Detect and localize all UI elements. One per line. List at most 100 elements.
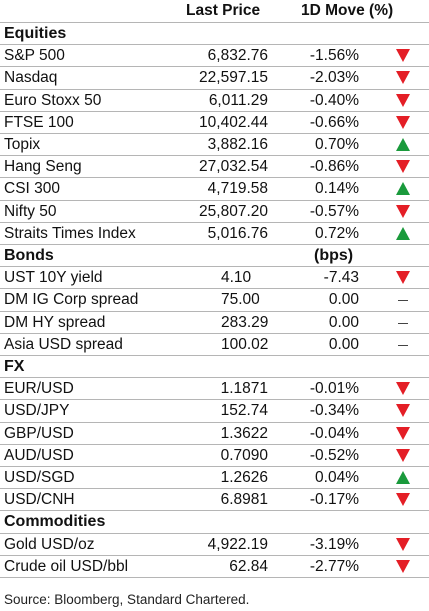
last-price: 25,807.20: [199, 202, 268, 220]
row-divider: [0, 466, 429, 467]
table-row: USD/CNH 6.8981 -0.17%: [0, 488, 429, 510]
green-up-triangle-icon: [396, 138, 412, 152]
daily-move: -7.43: [323, 269, 359, 287]
last-price: 4.10: [221, 269, 252, 287]
row-divider: [0, 288, 429, 290]
daily-move: -0.66%: [309, 113, 359, 131]
row-divider: [0, 155, 429, 157]
table-row: S&P 500 6,832.76 -1.56%: [0, 44, 429, 66]
section-header: FX: [0, 355, 429, 377]
daily-move: -0.40%: [309, 91, 359, 109]
green-up-triangle-icon: [396, 471, 412, 485]
last-price: 152.74: [220, 402, 268, 420]
red-down-triangle-icon: [396, 204, 412, 219]
daily-move: 0.70%: [315, 136, 359, 153]
last-price: 6,011.29: [208, 91, 268, 109]
row-divider: [0, 244, 429, 245]
instrument-name: USD/JPY: [4, 402, 70, 420]
daily-move: 0.04%: [315, 469, 359, 486]
last-price: 1.1871: [220, 380, 268, 398]
instrument-name: Nifty 50: [4, 202, 57, 220]
instrument-name: Topix: [4, 136, 41, 153]
flat-dash-icon: [396, 316, 412, 330]
red-down-triangle-icon: [396, 426, 412, 441]
table-row: Topix 3,882.16 0.70%: [0, 133, 429, 155]
daily-move: -0.57%: [309, 202, 359, 220]
table-row: Asia USD spread 100.02 0.00: [0, 333, 429, 355]
last-price: 1.2626: [220, 469, 268, 486]
row-divider: [0, 221, 429, 223]
red-down-triangle-icon: [396, 382, 412, 396]
section-title: Equities: [4, 25, 67, 42]
red-down-triangle-icon: [396, 537, 412, 552]
section-header: Commodities: [0, 510, 429, 532]
daily-move: -1.56%: [309, 47, 359, 65]
last-price: 0.7090: [220, 446, 268, 464]
daily-move: -2.03%: [309, 69, 359, 87]
table-row: Crude oil USD/bbl 62.84 -2.77%: [0, 555, 429, 577]
instrument-name: CSI 300: [4, 180, 61, 198]
section-header: Bonds (bps): [0, 244, 429, 266]
instrument-name: DM IG Corp spread: [4, 291, 139, 309]
instrument-name: Asia USD spread: [4, 335, 123, 353]
daily-move: 0.00: [328, 313, 359, 331]
header-1d-move: 1D Move (%): [301, 2, 394, 19]
daily-move: 0.14%: [315, 180, 359, 198]
table-row: GBP/USD 1.3622 -0.04%: [0, 422, 429, 444]
red-down-triangle-icon: [396, 49, 412, 63]
row-divider: [0, 133, 429, 134]
row-divider: [0, 110, 429, 112]
daily-move: -3.19%: [309, 535, 359, 553]
red-down-triangle-icon: [396, 271, 412, 285]
flat-dash-icon: [396, 293, 412, 307]
last-price: 6.8981: [220, 491, 268, 509]
red-down-triangle-icon: [396, 160, 412, 174]
row-divider: [0, 177, 429, 179]
table-row: Nasdaq 22,597.15 -2.03%: [0, 66, 429, 88]
table-row: UST 10Y yield 4.10 -7.43: [0, 266, 429, 288]
red-down-triangle-icon: [396, 93, 412, 108]
last-price: 62.84: [229, 557, 268, 575]
table-row: Euro Stoxx 50 6,011.29 -0.40%: [0, 89, 429, 111]
instrument-name: S&P 500: [4, 47, 65, 65]
green-up-triangle-icon: [396, 182, 412, 196]
table-row: Nifty 50 25,807.20 -0.57%: [0, 200, 429, 222]
row-divider: [0, 355, 429, 356]
last-price: 100.02: [221, 335, 269, 353]
red-down-triangle-icon: [396, 448, 412, 463]
header-last-price: Last Price: [186, 2, 261, 19]
instrument-name: Straits Times Index: [4, 224, 136, 242]
table-row: Straits Times Index 5,016.76 0.72%: [0, 222, 429, 244]
row-divider: [0, 310, 429, 312]
row-divider: [0, 332, 429, 334]
red-down-triangle-icon: [396, 559, 412, 574]
row-divider: [0, 488, 429, 490]
section-header: Equities: [0, 22, 429, 44]
daily-move: 0.00: [328, 335, 359, 353]
last-price: 10,402.44: [199, 113, 268, 131]
instrument-name: Hang Seng: [4, 158, 82, 176]
table-row: FTSE 100 10,402.44 -0.66%: [0, 111, 429, 133]
table-row: CSI 300 4,719.58 0.14%: [0, 177, 429, 199]
row-divider: [0, 443, 429, 445]
daily-move: -2.77%: [309, 557, 359, 575]
row-divider: [0, 266, 429, 268]
row-divider: [0, 66, 429, 68]
instrument-name: FTSE 100: [4, 113, 74, 131]
last-price: 3,882.16: [207, 136, 268, 153]
section-unit: (bps): [314, 247, 354, 264]
instrument-name: UST 10Y yield: [4, 269, 103, 287]
row-divider: [0, 510, 429, 512]
last-price: 27,032.54: [199, 158, 268, 176]
instrument-name: Nasdaq: [4, 69, 58, 87]
last-price: 4,719.58: [207, 180, 268, 198]
last-price: 6,832.76: [207, 47, 268, 65]
red-down-triangle-icon: [396, 493, 412, 507]
table-row: USD/JPY 152.74 -0.34%: [0, 399, 429, 421]
daily-move: -0.04%: [309, 424, 359, 442]
daily-move: -0.17%: [309, 491, 359, 509]
red-down-triangle-icon: [396, 71, 412, 85]
table-row: Gold USD/oz 4,922.19 -3.19%: [0, 533, 429, 555]
source-note: Source: Bloomberg, Standard Chartered.: [4, 592, 250, 607]
